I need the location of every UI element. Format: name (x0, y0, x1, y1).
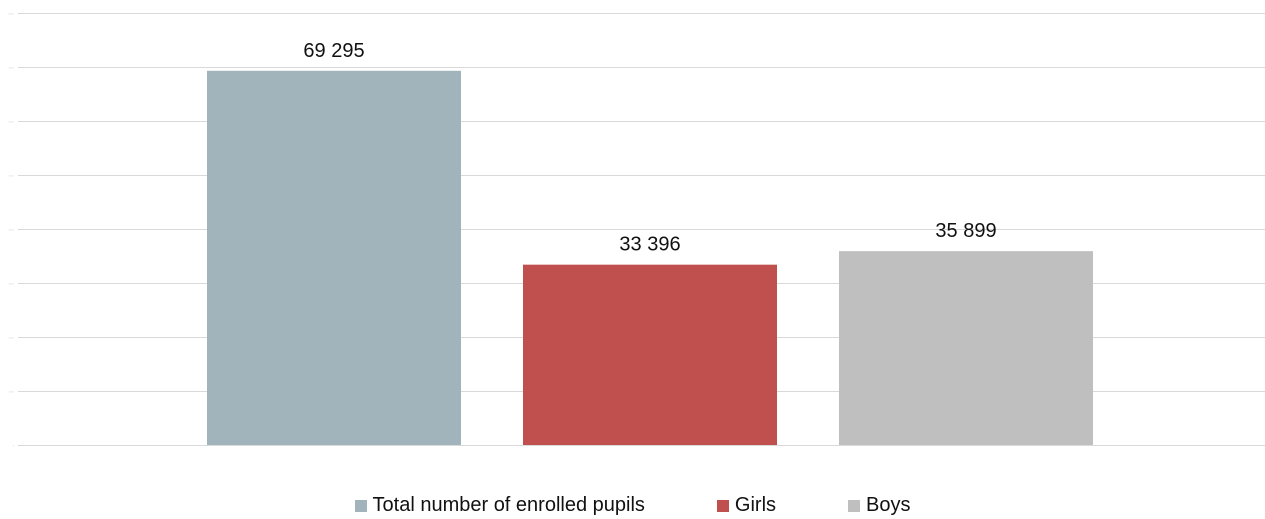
y-tick-label-4: 40000 (8, 230, 14, 232)
legend-swatch-girls (716, 499, 729, 512)
legend: Total number of enrolled pupils Girls Bo… (0, 492, 1265, 519)
legend-item-girls: Girls (716, 494, 777, 517)
legend-swatch-total (354, 499, 367, 512)
bar-2 (839, 251, 1093, 445)
y-tick-label-3: 30000 (8, 284, 14, 286)
y-axis-ticks: 0 10000 20000 30000 40000 50000 60000 70000 8000… (8, 14, 14, 448)
legend-label-total: Total number of enrolled pupils (372, 494, 645, 516)
legend-label-boys: Boys (866, 494, 911, 516)
y-tick-label-8: 80000 (8, 14, 14, 16)
y-tick-label-1: 10000 (8, 392, 14, 394)
data-label-2: 35 899 (935, 220, 996, 242)
legend-item-total: Total number of enrolled pupils (354, 494, 645, 517)
legend-swatch-boys (848, 499, 861, 512)
y-tick-label-2: 20000 (8, 338, 14, 340)
data-labels: 69 295 33 396 35 899 (303, 40, 996, 256)
y-tick-label-6: 60000 (8, 122, 14, 124)
data-label-1: 33 396 (619, 234, 680, 256)
y-tick-label-5: 50000 (8, 176, 14, 178)
y-tick-label-0: 0 (13, 446, 15, 448)
legend-label-girls: Girls (734, 494, 777, 516)
bar-0 (207, 70, 461, 445)
data-label-0: 69 295 (303, 40, 364, 62)
bar-1 (523, 264, 777, 445)
legend-item-boys: Boys (848, 494, 910, 517)
bars (207, 70, 1093, 445)
y-tick-label-7: 70000 (8, 68, 14, 70)
